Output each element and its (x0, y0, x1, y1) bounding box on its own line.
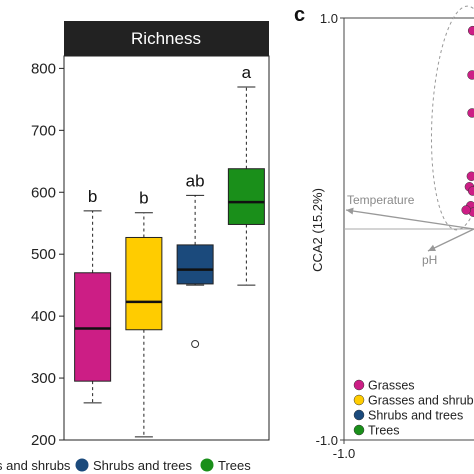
cca-axes: 1.0 -1.0-1.0 CCA2 (15.2%) (310, 5, 474, 461)
legend-swatch (200, 458, 214, 472)
legend-label: Shrubs and trees (93, 458, 193, 473)
box-trees: a (227, 63, 265, 286)
outlier-point (191, 340, 200, 348)
legend: s and shrubs Shrubs and trees Trees (0, 458, 251, 473)
cca-legend-entry: Shrubs and trees (353, 409, 463, 423)
y-axis-title: CCA2 (15.2%) (310, 188, 325, 272)
legend-swatch (353, 379, 365, 391)
box-iqr (227, 168, 265, 225)
sample-points (461, 25, 474, 217)
box-shrubs-and-trees: ab (176, 171, 214, 348)
arrow-shaft (345, 209, 474, 230)
plot-frame (63, 55, 270, 441)
box-grasses-and-shrubs: b (125, 189, 163, 438)
y-tick-label: 400 (31, 308, 56, 325)
legend-entry: Shrubs and trees (75, 458, 193, 473)
legend-swatch (353, 394, 365, 406)
box-iqr (125, 236, 163, 331)
box-marks: b b ab a (74, 63, 265, 438)
chart-title: Richness (131, 29, 201, 48)
cca-legend-entry: Grasses (353, 379, 415, 393)
significance-letter: ab (186, 171, 205, 190)
y-tick-label: 1.0 (320, 11, 338, 26)
box-iqr (74, 272, 112, 382)
y-tick-label: 800 (31, 60, 56, 77)
legend-label: Trees (368, 424, 400, 438)
legend-swatch (353, 424, 365, 436)
legend-entry: s and shrubs (0, 458, 71, 473)
box-iqr (176, 244, 214, 285)
boxplot-panel: Richness 200 300 400 500 600 700 800 b b ab a s a… (0, 21, 270, 473)
y-tick-label: 200 (31, 432, 56, 449)
legend-swatch (353, 409, 365, 421)
arrow-label: pH (422, 253, 437, 267)
arrow-shaft (427, 228, 474, 252)
y-tick-label: 500 (31, 246, 56, 263)
y-tick-label: 300 (31, 370, 56, 387)
legend-label: Trees (218, 458, 251, 473)
significance-letter: b (88, 187, 97, 206)
point-grasses (467, 186, 474, 196)
strip-header (64, 21, 269, 56)
point-grasses (467, 25, 474, 36)
legend-label: Grasses (368, 379, 415, 393)
panel-label: c (294, 4, 305, 26)
y-tick-label: 700 (31, 122, 56, 139)
legend-entry: Trees (200, 458, 251, 473)
grasses-ellipse (430, 5, 474, 231)
x-tick-label: -1.0 (333, 446, 355, 461)
y-tick-label: 600 (31, 184, 56, 201)
legend-swatch (75, 458, 89, 472)
point-grasses (467, 70, 474, 80)
arrow-temperature: Temperature (345, 193, 474, 230)
box-grasses: b (74, 187, 112, 404)
point-grasses (466, 171, 474, 181)
cca-legend-entry: Grasses and shrub (353, 394, 474, 408)
y-tick-label: -1.0 (316, 433, 338, 448)
y-axis: 200 300 400 500 600 700 800 (31, 60, 64, 449)
arrow-label: Temperature (347, 193, 415, 207)
point-grasses (461, 205, 471, 215)
significance-letter: a (242, 63, 252, 82)
environmental-arrows: Temperature pH (345, 193, 474, 267)
legend-label: s and shrubs (0, 458, 71, 473)
arrow-head (428, 244, 436, 252)
arrow-head (346, 207, 354, 215)
significance-letter: b (139, 189, 148, 208)
point-grasses (467, 108, 474, 118)
cca-legend-entry: Trees (353, 424, 400, 438)
arrow-ph: pH (422, 228, 474, 267)
legend-label: Grasses and shrub (368, 394, 474, 408)
legend-label: Shrubs and trees (368, 409, 463, 423)
